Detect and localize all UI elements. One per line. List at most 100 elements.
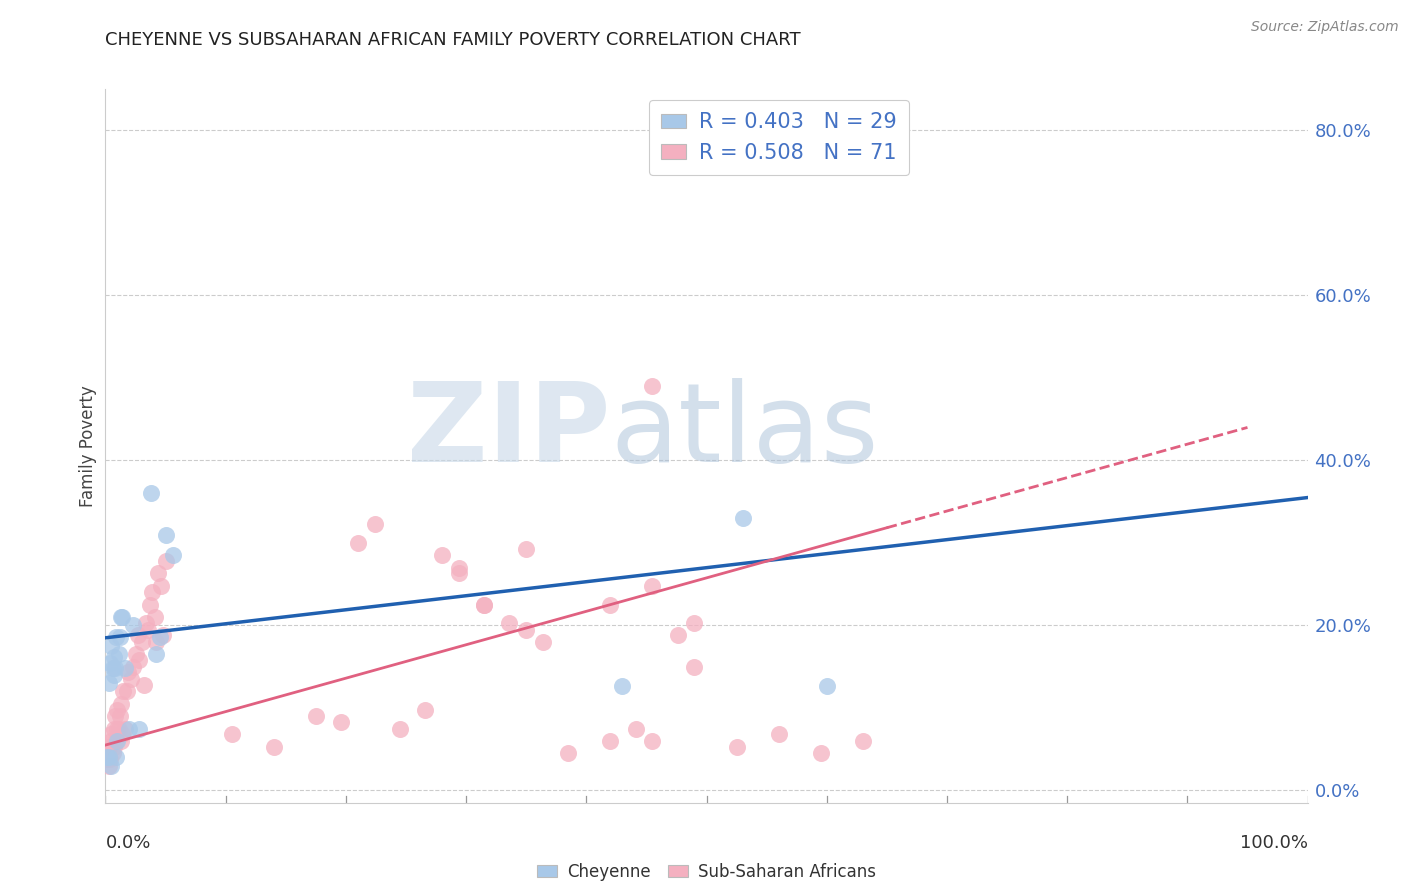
Point: [117, 665, 139, 680]
Point: [666, 628, 689, 642]
Point: [498, 615, 520, 630]
Text: 100.0%: 100.0%: [1240, 834, 1308, 852]
Point: [141, 585, 163, 599]
Point: [98, 752, 121, 766]
Point: [347, 536, 370, 550]
Point: [149, 579, 172, 593]
Point: [127, 628, 149, 642]
Point: [152, 628, 174, 642]
Point: [515, 541, 537, 556]
Point: [515, 623, 537, 637]
Point: [107, 722, 129, 736]
Point: [110, 734, 132, 748]
Point: [108, 709, 131, 723]
Text: CHEYENNE VS SUBSAHARAN AFRICAN FAMILY POVERTY CORRELATION CHART: CHEYENNE VS SUBSAHARAN AFRICAN FAMILY PO…: [105, 31, 801, 49]
Point: [110, 697, 132, 711]
Point: [683, 659, 706, 673]
Point: [731, 511, 754, 525]
Point: [108, 630, 131, 644]
Point: [131, 635, 153, 649]
Point: [98, 750, 121, 764]
Point: [105, 734, 128, 748]
Point: [120, 672, 142, 686]
Point: [143, 610, 166, 624]
Point: [122, 618, 145, 632]
Point: [100, 758, 122, 772]
Point: [162, 549, 184, 563]
Point: [155, 527, 177, 541]
Point: [472, 598, 495, 612]
Point: [105, 750, 128, 764]
Point: [114, 661, 136, 675]
Point: [111, 610, 134, 624]
Point: [447, 560, 470, 574]
Point: [624, 722, 647, 736]
Point: [124, 648, 146, 662]
Point: [641, 379, 664, 393]
Point: [128, 723, 150, 737]
Point: [96, 752, 118, 766]
Point: [103, 739, 125, 754]
Point: [98, 758, 121, 772]
Point: [683, 615, 706, 630]
Point: [118, 723, 141, 737]
Point: [100, 639, 122, 653]
Point: [641, 734, 664, 748]
Point: [557, 747, 579, 761]
Point: [97, 747, 120, 761]
Point: [221, 727, 243, 741]
Point: [103, 649, 125, 664]
Point: [447, 566, 470, 581]
Point: [107, 722, 129, 736]
Point: [330, 714, 353, 729]
Point: [472, 598, 495, 612]
Point: [139, 598, 162, 612]
Legend: Cheyenne, Sub-Saharan Africans: Cheyenne, Sub-Saharan Africans: [530, 856, 883, 888]
Point: [107, 648, 129, 662]
Point: [96, 750, 118, 764]
Point: [413, 702, 436, 716]
Y-axis label: Family Poverty: Family Poverty: [79, 385, 97, 507]
Point: [139, 486, 162, 500]
Text: atlas: atlas: [610, 378, 879, 485]
Point: [107, 702, 129, 716]
Point: [388, 722, 411, 736]
Point: [852, 734, 875, 748]
Text: Source: ZipAtlas.com: Source: ZipAtlas.com: [1251, 20, 1399, 34]
Point: [132, 678, 155, 692]
Point: [101, 661, 124, 675]
Point: [145, 648, 167, 662]
Point: [145, 635, 167, 649]
Point: [98, 656, 121, 670]
Point: [103, 668, 125, 682]
Point: [98, 739, 121, 754]
Point: [100, 734, 122, 748]
Point: [114, 722, 136, 736]
Point: [111, 727, 134, 741]
Point: [104, 709, 127, 723]
Point: [364, 516, 387, 531]
Point: [430, 549, 453, 563]
Point: [112, 684, 135, 698]
Point: [148, 630, 170, 644]
Point: [100, 727, 122, 741]
Point: [135, 615, 157, 630]
Point: [136, 623, 159, 637]
Point: [263, 739, 285, 754]
Point: [612, 679, 634, 693]
Point: [599, 598, 621, 612]
Point: [115, 684, 138, 698]
Point: [128, 653, 150, 667]
Point: [531, 635, 554, 649]
Point: [641, 579, 664, 593]
Point: [599, 734, 621, 748]
Point: [305, 709, 328, 723]
Point: [103, 722, 125, 736]
Point: [155, 554, 177, 568]
Point: [101, 747, 124, 761]
Point: [107, 734, 129, 748]
Point: [810, 747, 832, 761]
Point: [105, 630, 128, 644]
Text: ZIP: ZIP: [406, 378, 610, 485]
Point: [122, 659, 145, 673]
